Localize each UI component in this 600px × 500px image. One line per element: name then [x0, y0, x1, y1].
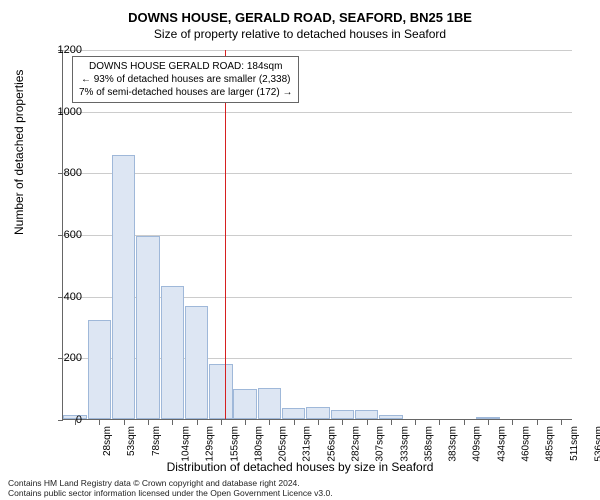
reference-line: [225, 50, 226, 419]
chart-title-main: DOWNS HOUSE, GERALD ROAD, SEAFORD, BN25 …: [0, 0, 600, 25]
xtick-label: 205sqm: [278, 426, 289, 462]
annotation-line2: ← 93% of detached houses are smaller (2,…: [79, 73, 292, 86]
xtick-mark: [269, 420, 270, 425]
bar: [88, 320, 111, 419]
xtick-mark: [221, 420, 222, 425]
xtick-label: 536sqm: [593, 426, 600, 462]
bar: [112, 155, 135, 419]
bar: [306, 407, 329, 419]
bar: [258, 388, 281, 419]
annotation-box: DOWNS HOUSE GERALD ROAD: 184sqm ← 93% of…: [72, 56, 299, 103]
xtick-label: 333sqm: [399, 426, 410, 462]
ytick-mark: [58, 235, 63, 236]
xtick-label: 256sqm: [326, 426, 337, 462]
xtick-label: 485sqm: [545, 426, 556, 462]
xtick-mark: [318, 420, 319, 425]
ytick-mark: [58, 358, 63, 359]
bar: [476, 417, 499, 419]
ytick-label: 600: [64, 229, 82, 241]
bar: [233, 389, 256, 419]
bar: [282, 408, 305, 419]
xtick-mark: [124, 420, 125, 425]
bar: [161, 286, 184, 419]
xtick-label: 28sqm: [102, 426, 113, 456]
chart-title-sub: Size of property relative to detached ho…: [0, 25, 600, 41]
xtick-mark: [197, 420, 198, 425]
xtick-mark: [148, 420, 149, 425]
xtick-mark: [245, 420, 246, 425]
bar: [136, 236, 159, 419]
xtick-label: 358sqm: [423, 426, 434, 462]
xtick-label: 155sqm: [229, 426, 240, 462]
gridline: [63, 50, 572, 51]
xtick-label: 282sqm: [351, 426, 362, 462]
xtick-mark: [99, 420, 100, 425]
xtick-label: 231sqm: [302, 426, 313, 462]
xtick-label: 53sqm: [126, 426, 137, 456]
annotation-line1: DOWNS HOUSE GERALD ROAD: 184sqm: [79, 60, 292, 73]
xtick-label: 511sqm: [568, 426, 579, 461]
xtick-mark: [415, 420, 416, 425]
gridline: [63, 112, 572, 113]
bar: [355, 410, 378, 419]
x-axis-label: Distribution of detached houses by size …: [0, 460, 600, 474]
ytick-label: 1200: [58, 44, 82, 56]
y-axis-label: Number of detached properties: [12, 70, 26, 235]
ytick-mark: [58, 173, 63, 174]
xtick-label: 307sqm: [375, 426, 386, 462]
xtick-mark: [439, 420, 440, 425]
xtick-mark: [464, 420, 465, 425]
xtick-label: 129sqm: [205, 426, 216, 462]
footer-attribution: Contains HM Land Registry data © Crown c…: [8, 478, 333, 498]
xtick-mark: [391, 420, 392, 425]
ytick-label: 800: [64, 167, 82, 179]
xtick-mark: [512, 420, 513, 425]
xtick-mark: [294, 420, 295, 425]
xtick-label: 78sqm: [151, 426, 162, 456]
xtick-label: 434sqm: [496, 426, 507, 462]
xtick-mark: [172, 420, 173, 425]
ytick-mark: [58, 420, 63, 421]
xtick-label: 383sqm: [448, 426, 459, 462]
footer-line1: Contains HM Land Registry data © Crown c…: [8, 478, 333, 488]
ytick-mark: [58, 297, 63, 298]
bar: [379, 415, 402, 419]
gridline: [63, 173, 572, 174]
bar: [185, 306, 208, 419]
xtick-label: 180sqm: [253, 426, 264, 462]
annotation-line3: 7% of semi-detached houses are larger (1…: [79, 86, 292, 99]
ytick-label: 1000: [58, 106, 82, 118]
bar: [209, 364, 232, 420]
xtick-label: 460sqm: [521, 426, 532, 462]
bar: [331, 410, 354, 419]
ytick-label: 400: [64, 291, 82, 303]
ytick-label: 0: [76, 414, 82, 426]
xtick-label: 409sqm: [472, 426, 483, 462]
xtick-mark: [342, 420, 343, 425]
plot-area: 28sqm53sqm78sqm104sqm129sqm155sqm180sqm2…: [62, 50, 572, 420]
xtick-mark: [561, 420, 562, 425]
xtick-mark: [367, 420, 368, 425]
xtick-mark: [488, 420, 489, 425]
xtick-label: 104sqm: [181, 426, 192, 462]
ytick-label: 200: [64, 352, 82, 364]
footer-line2: Contains public sector information licen…: [8, 488, 333, 498]
xtick-mark: [537, 420, 538, 425]
